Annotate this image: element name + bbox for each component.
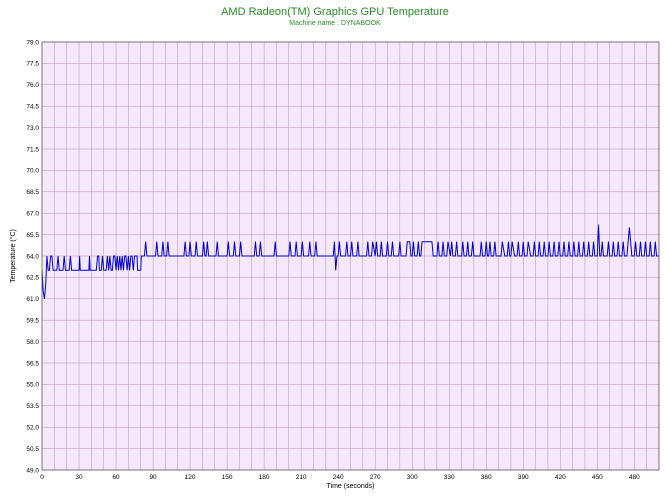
x-tick-label: 210	[296, 474, 307, 481]
y-tick-label: 65.5	[26, 232, 39, 239]
y-axis-ticks: 49.0 50.5 52.0 53.5 55.0 56.5 58.0 59.5 61.0 62.5…	[26, 39, 39, 474]
x-tick-label: 390	[518, 474, 529, 481]
x-axis-label: Time (seconds)	[327, 483, 375, 490]
y-tick-label: 79.0	[26, 39, 39, 46]
x-tick-label: 60	[112, 474, 120, 481]
y-tick-label: 64.0	[26, 253, 39, 260]
y-tick-label: 76.0	[26, 82, 39, 89]
x-tick-label: 270	[370, 474, 381, 481]
x-tick-label: 450	[592, 474, 603, 481]
y-tick-label: 58.0	[26, 339, 39, 346]
x-tick-label: 0	[40, 474, 44, 481]
x-tick-label: 240	[333, 474, 344, 481]
x-tick-label: 480	[629, 474, 640, 481]
x-tick-label: 30	[75, 474, 83, 481]
chart-subtitle: Machine name : DYNABOOK	[289, 20, 381, 27]
x-tick-label: 150	[222, 474, 233, 481]
x-tick-label: 360	[481, 474, 492, 481]
x-tick-label: 420	[555, 474, 566, 481]
x-tick-label: 330	[444, 474, 455, 481]
y-tick-label: 68.5	[26, 189, 39, 196]
y-tick-label: 73.0	[26, 125, 39, 132]
x-tick-label: 120	[185, 474, 196, 481]
x-tick-label: 90	[149, 474, 157, 481]
y-tick-label: 53.5	[26, 403, 39, 410]
y-tick-label: 59.5	[26, 318, 39, 325]
temperature-series-line	[41, 224, 659, 299]
y-tick-label: 56.5	[26, 360, 39, 367]
y-tick-label: 52.0	[26, 425, 39, 432]
y-tick-label: 49.0	[26, 467, 39, 474]
x-tick-label: 180	[259, 474, 270, 481]
x-tick-label: 300	[407, 474, 418, 481]
plot-border	[41, 41, 660, 471]
grid-lines	[42, 42, 659, 470]
chart-title: AMD Radeon(TM) Graphics GPU Temperature	[221, 6, 449, 18]
y-tick-label: 61.0	[26, 296, 39, 303]
y-tick-label: 77.5	[26, 61, 39, 68]
x-axis-ticks: 0 30 60 90 120 150 180 210 240 270 300 330 360 390 420…	[40, 474, 640, 481]
y-tick-label: 74.5	[26, 104, 39, 111]
y-tick-label: 62.5	[26, 275, 39, 282]
y-tick-label: 67.0	[26, 211, 39, 218]
y-tick-label: 70.0	[26, 168, 39, 175]
y-axis-label: Temperature (°C)	[9, 229, 17, 283]
y-tick-label: 71.5	[26, 146, 39, 153]
y-tick-label: 50.5	[26, 446, 39, 453]
y-tick-label: 55.0	[26, 382, 39, 389]
